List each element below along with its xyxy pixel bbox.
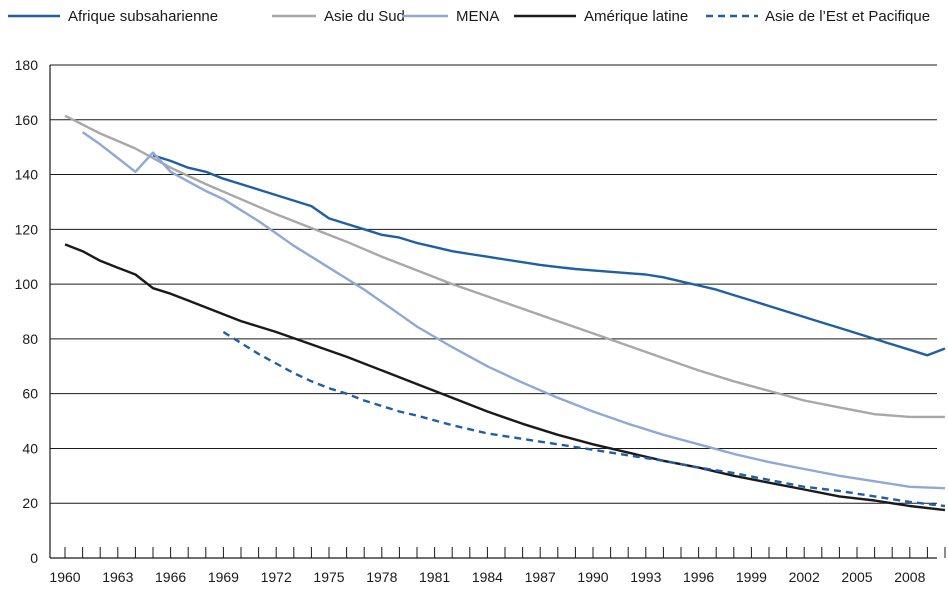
series-line-4 [222, 330, 946, 508]
legend-label-1: Asie du Sud [324, 8, 405, 25]
y-tick-label-60: 60 [22, 386, 38, 402]
series-line-2 [81, 131, 946, 490]
x-tick-label-1969: 1969 [208, 569, 239, 585]
legend-label-2: MENA [456, 8, 499, 25]
x-tick-label-1987: 1987 [525, 569, 556, 585]
axes: 0 20 40 60 80 100 120 140 160 180 1960 1963 1966 1969… [15, 57, 946, 585]
gridlines [50, 64, 937, 504]
x-tick-label-1990: 1990 [577, 569, 608, 585]
y-tick-label-140: 140 [15, 167, 39, 183]
x-tick-label-1996: 1996 [683, 569, 714, 585]
x-tick-label-1993: 1993 [630, 569, 661, 585]
y-tick-label-100: 100 [15, 276, 39, 292]
x-tick-label-1981: 1981 [419, 569, 450, 585]
legend: Afrique subsaharienne Asie du Sud MENA Amér… [8, 8, 930, 25]
series-lines [64, 114, 946, 512]
x-tick-label-1966: 1966 [155, 569, 186, 585]
x-tick-label-1999: 1999 [736, 569, 767, 585]
series-line-0 [152, 154, 946, 357]
x-tick-label-1963: 1963 [102, 569, 133, 585]
legend-label-4: Asie de l’Est et Pacifique [765, 8, 930, 25]
y-tick-label-120: 120 [15, 221, 39, 237]
y-tick-label-0: 0 [30, 550, 38, 566]
x-tick-label-1984: 1984 [472, 569, 503, 585]
x-tick-label-1978: 1978 [366, 569, 397, 585]
legend-label-3: Amérique latine [584, 8, 688, 25]
y-tick-label-20: 20 [22, 495, 38, 511]
x-tick-label-1975: 1975 [313, 569, 344, 585]
series-line-1 [64, 114, 945, 419]
x-tick-label-1960: 1960 [49, 569, 80, 585]
y-tick-label-40: 40 [22, 440, 38, 456]
legend-label-0: Afrique subsaharienne [68, 8, 218, 25]
x-tick-label-2005: 2005 [841, 569, 872, 585]
y-tick-label-80: 80 [22, 331, 38, 347]
series-line-3 [64, 243, 946, 512]
y-tick-label-180: 180 [15, 57, 39, 73]
x-tick-label-2002: 2002 [789, 569, 820, 585]
y-tick-label-160: 160 [15, 112, 39, 128]
x-tick-label-1972: 1972 [261, 569, 292, 585]
x-tick-label-2008: 2008 [894, 569, 925, 585]
